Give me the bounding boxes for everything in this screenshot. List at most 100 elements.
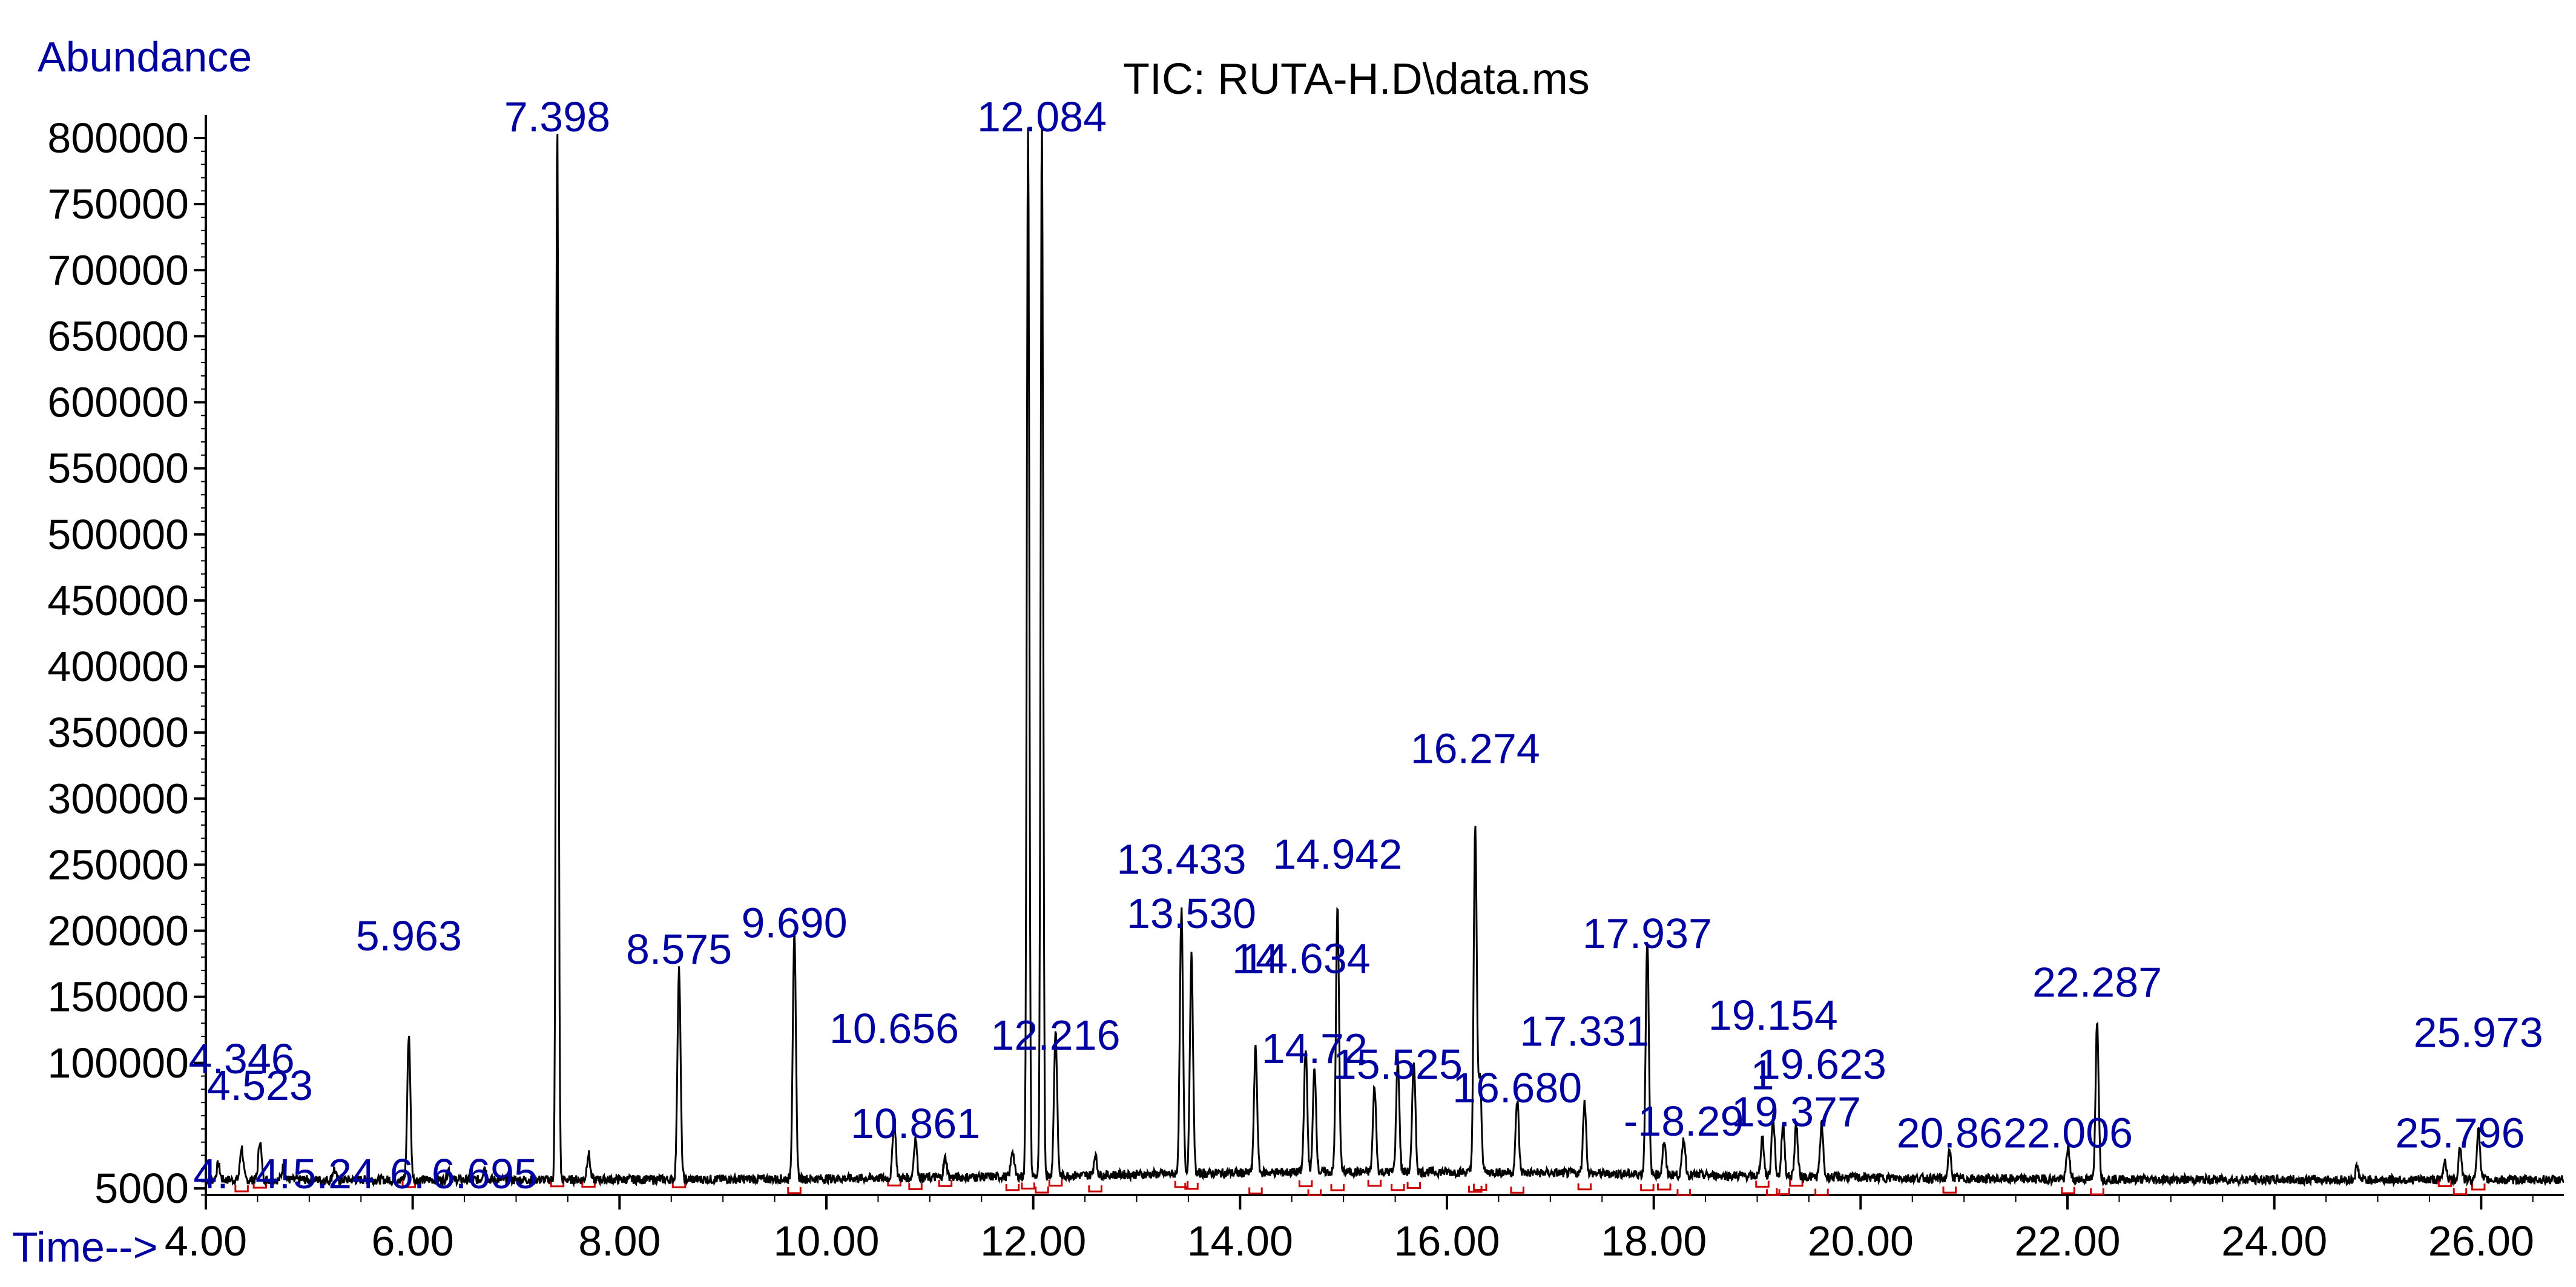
chart-title: TIC: RUTA-H.D\data.ms [1123, 55, 1590, 104]
y-tick-label: 700000 [47, 246, 189, 294]
peak-label: 19.154 [1708, 992, 1838, 1039]
peak-label: 22.006 [2003, 1109, 2133, 1156]
peak-label: 14 [1232, 935, 1279, 982]
peak-label: 25.796 [2395, 1109, 2525, 1156]
integration-mark [1048, 1179, 1063, 1187]
peak-label: 12.216 [991, 1012, 1121, 1059]
x-tick-label: 6.00 [372, 1217, 454, 1265]
integration-mark [1789, 1179, 1804, 1187]
x-tick-label: 10.00 [773, 1217, 879, 1265]
integration-mark [2471, 1183, 2486, 1191]
peak-label: 17.331 [1520, 1007, 1649, 1055]
peak-label: 19.623 [1757, 1041, 1886, 1088]
y-tick-label: 650000 [47, 312, 189, 360]
y-axis-label: Abundance [38, 33, 252, 81]
x-tick-label: 18.00 [1601, 1217, 1707, 1265]
x-tick-label: 20.00 [1808, 1217, 1914, 1265]
x-tick-label: 22.00 [2014, 1217, 2120, 1265]
integration-mark [1942, 1187, 1957, 1194]
peak-label: 16.680 [1452, 1064, 1582, 1111]
integration-mark [1676, 1189, 1691, 1196]
y-tick-label: 150000 [47, 973, 189, 1021]
peak-label: 4. [193, 1150, 228, 1197]
peak-label: 14.942 [1273, 831, 1402, 878]
y-tick-label: 5000 [94, 1165, 189, 1212]
integration-mark [1510, 1187, 1524, 1194]
y-tick-label: 100000 [47, 1039, 189, 1087]
integration-mark [1391, 1183, 1405, 1191]
integration-mark [1755, 1180, 1770, 1188]
x-tick-label: 4.00 [165, 1217, 247, 1265]
peak-label: 22.287 [2032, 959, 2162, 1006]
x-tick-label: 26.00 [2428, 1217, 2534, 1265]
peak-label: 4! [255, 1150, 291, 1197]
integration-mark [1248, 1187, 1263, 1195]
integration-mark [887, 1179, 901, 1187]
integration-mark [234, 1185, 249, 1193]
integration-mark [1330, 1184, 1345, 1191]
integration-mark [1021, 1182, 1035, 1190]
y-tick-label: 550000 [47, 445, 189, 492]
peak-label: 5.963 [356, 912, 462, 959]
y-tick-label: 500000 [47, 511, 189, 558]
y-tick-label: 800000 [47, 114, 189, 162]
integration-mark [1005, 1183, 1020, 1191]
peak-label: 13.530 [1127, 890, 1256, 937]
integration-mark [1468, 1185, 1483, 1193]
integration-mark [787, 1187, 802, 1194]
peak-label: 7.398 [504, 93, 610, 140]
x-axis-label: Time--> [12, 1223, 157, 1271]
y-tick-label: 350000 [47, 709, 189, 756]
peak-label: 4.346 [189, 1035, 295, 1082]
y-tick-label: 750000 [47, 180, 189, 228]
peak-label: 6. [390, 1150, 425, 1197]
integration-mark [1766, 1189, 1780, 1196]
integration-mark [1776, 1188, 1790, 1196]
integration-mark [1406, 1182, 1421, 1189]
integration-mark [1657, 1183, 1672, 1191]
y-tick-label: 300000 [47, 775, 189, 822]
integration-mark [938, 1180, 953, 1187]
x-tick-label: 24.00 [2221, 1217, 2327, 1265]
integration-mark [908, 1183, 923, 1190]
integration-mark [1184, 1182, 1199, 1190]
peak-label: 17.937 [1583, 910, 1712, 957]
integration-mark [1577, 1183, 1592, 1191]
peak-label: 9.690 [741, 899, 847, 946]
peak-label: 25.973 [2414, 1009, 2543, 1056]
integration-mark [581, 1180, 596, 1188]
axes: 800000 750000 700000 650000 600000 550000 5000… [47, 114, 2564, 1265]
integration-mark [1640, 1184, 1655, 1191]
y-tick-label: 250000 [47, 841, 189, 888]
peak-label: 6.695 [432, 1150, 538, 1197]
peak-label: 10.656 [829, 1005, 959, 1052]
integration-mark [2090, 1188, 2104, 1196]
y-tick-label: 200000 [47, 907, 189, 955]
integration-mark [1307, 1189, 1322, 1197]
peak-label: 15.525 [1333, 1041, 1463, 1088]
integration-mark [1367, 1179, 1382, 1187]
peak-label: 20.86 [1897, 1109, 2003, 1156]
peak-label: 4.523 [207, 1062, 313, 1109]
integration-mark [1814, 1188, 1829, 1196]
x-tick-label: 14.00 [1187, 1217, 1293, 1265]
tic-line [205, 127, 2564, 1188]
tic-trace [205, 127, 2564, 1188]
integration-mark [1088, 1185, 1102, 1193]
peak-label: 14.634 [1241, 935, 1371, 982]
peak-label: -18.29 [1624, 1098, 1744, 1145]
x-tick-label: 8.00 [578, 1217, 660, 1265]
peak-label: 12.084 [977, 93, 1107, 140]
peak-label: 8.575 [626, 926, 732, 973]
x-tick-label: 12.00 [980, 1217, 1086, 1265]
integration-mark [2452, 1188, 2468, 1196]
integration-mark [671, 1181, 687, 1188]
peak-label: 16.274 [1411, 725, 1540, 772]
integration-mark [2061, 1187, 2075, 1194]
peak-label: 14.72 [1262, 1025, 1368, 1072]
x-tick-label: 16.00 [1394, 1217, 1500, 1265]
integration-mark [1035, 1187, 1049, 1194]
peak-label: 5.24 [293, 1150, 375, 1197]
